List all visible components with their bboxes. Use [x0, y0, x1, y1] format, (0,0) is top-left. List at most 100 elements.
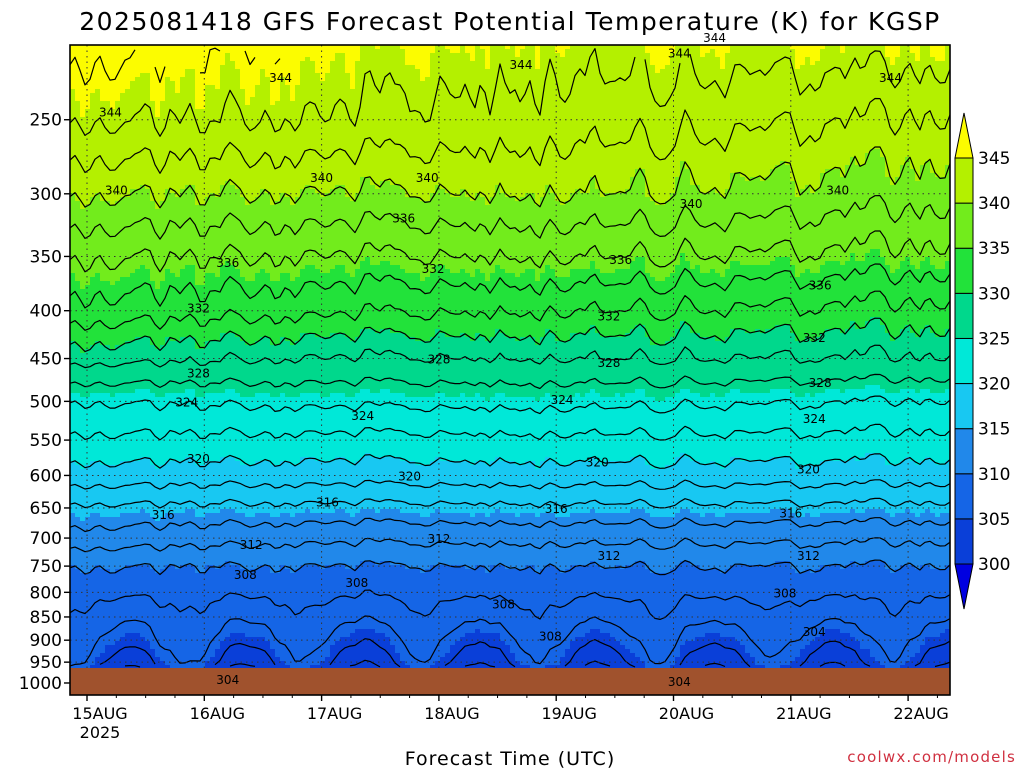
field-cell: [725, 269, 796, 274]
contour-lines: [70, 48, 950, 668]
field-cell: [150, 77, 166, 82]
field-cell: [790, 165, 846, 170]
field-cell: [730, 49, 796, 54]
field-cell: [645, 193, 671, 198]
field-cell: [145, 637, 226, 642]
field-cell: [545, 329, 551, 334]
field-cell: [890, 57, 896, 62]
field-cell: [670, 337, 716, 342]
field-cell: [290, 341, 296, 346]
field-cell: [645, 393, 676, 398]
field-cell: [795, 273, 801, 278]
field-cell: [725, 61, 796, 66]
field-cell: [650, 513, 676, 518]
field-cell: [100, 193, 131, 198]
field-cell: [405, 189, 436, 194]
field-cell: [430, 73, 950, 78]
field-cell: [345, 189, 361, 194]
field-cell: [885, 173, 901, 178]
field-cell: [570, 273, 651, 278]
field-cell: [80, 465, 86, 470]
field-cell: [405, 49, 436, 54]
field-cell: [165, 189, 171, 194]
field-cell: [915, 169, 921, 174]
y-tick-label: 650: [30, 499, 62, 519]
field-cell: [70, 377, 950, 382]
field-cell: [280, 393, 286, 398]
field-cell: [70, 173, 636, 178]
field-cell: [195, 101, 206, 106]
field-cell: [725, 337, 796, 342]
field-cell: [810, 269, 821, 274]
field-cell: [475, 337, 486, 342]
field-cell: [775, 325, 791, 330]
field-cell: [70, 521, 950, 526]
contour-label: 312: [797, 549, 820, 563]
field-cell: [420, 69, 431, 74]
field-cell: [70, 69, 186, 74]
contour-label: 344: [703, 31, 726, 45]
field-cell: [70, 589, 950, 594]
field-cell: [70, 517, 81, 522]
field-cell: [70, 189, 131, 194]
field-cell: [220, 65, 236, 70]
field-cell: [940, 513, 950, 518]
field-cell: [160, 201, 196, 206]
field-cell: [220, 73, 241, 78]
field-cell: [235, 61, 301, 66]
field-cell: [670, 57, 721, 62]
field-cell: [800, 273, 950, 278]
field-cell: [440, 509, 496, 514]
field-cell: [840, 261, 846, 266]
field-cell: [705, 53, 716, 58]
field-cell: [595, 389, 636, 394]
field-cell: [675, 565, 701, 570]
contour-label: 316: [545, 502, 568, 516]
field-cell: [405, 269, 436, 274]
field-cell: [70, 213, 950, 218]
field-cell: [820, 461, 886, 466]
field-cell: [795, 337, 806, 342]
field-cell: [430, 61, 486, 66]
field-cell: [480, 45, 491, 50]
field-cell: [885, 45, 901, 50]
field-cell: [150, 273, 166, 278]
field-cell: [330, 61, 346, 66]
field-cell: [70, 193, 76, 198]
field-cell: [355, 69, 421, 74]
field-cell: [270, 77, 281, 82]
field-cell: [150, 277, 166, 282]
field-cell: [690, 265, 696, 270]
field-cell: [595, 509, 631, 514]
field-cell: [80, 517, 86, 522]
field-cell: [945, 389, 950, 394]
field-cell: [435, 393, 446, 398]
field-cell: [355, 629, 376, 634]
field-cell: [885, 389, 901, 394]
field-cell: [890, 513, 896, 518]
contour-338: [70, 195, 950, 240]
field-cell: [395, 645, 451, 650]
field-cell: [70, 525, 950, 530]
field-cell: [120, 97, 151, 102]
field-cell: [305, 509, 311, 514]
field-cell: [370, 389, 381, 394]
field-cell: [90, 665, 171, 670]
field-cell: [245, 201, 251, 206]
field-cell: [225, 57, 231, 62]
field-cell: [110, 569, 116, 574]
field-cell: [70, 361, 950, 366]
field-cell: [535, 53, 541, 58]
field-cell: [175, 81, 181, 86]
field-cell: [855, 561, 866, 566]
field-cell: [880, 149, 950, 154]
field-cell: [220, 85, 241, 90]
field-cell: [880, 321, 950, 326]
field-cell: [270, 273, 281, 278]
field-cell: [155, 345, 161, 350]
y-tick-label: 350: [30, 247, 62, 267]
field-cell: [860, 645, 921, 650]
field-cell: [70, 613, 950, 618]
field-cell: [150, 197, 166, 202]
